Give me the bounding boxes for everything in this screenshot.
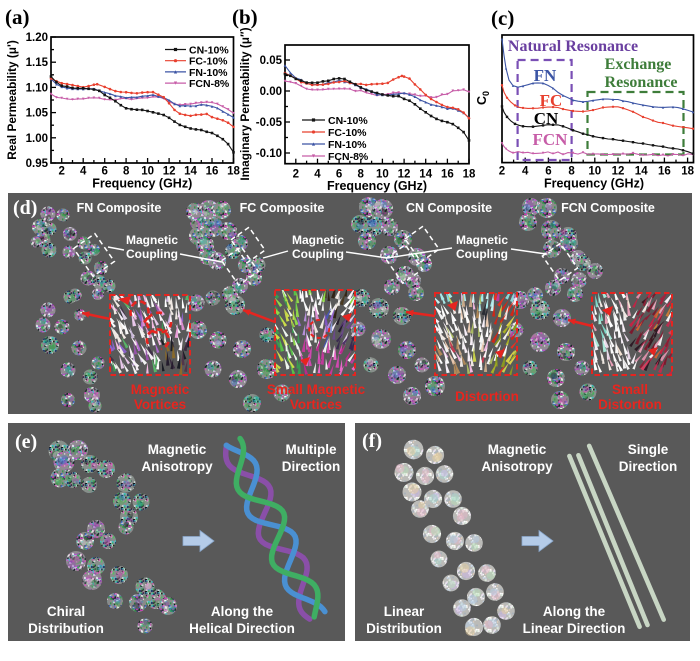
- svg-text:Coupling: Coupling: [292, 247, 344, 261]
- svg-text:Magnetic: Magnetic: [456, 233, 508, 247]
- svg-text:(f): (f): [362, 430, 382, 452]
- svg-text:Frequency (GHz): Frequency (GHz): [92, 177, 192, 191]
- svg-text:FCN-8%: FCN-8%: [189, 78, 230, 90]
- svg-text:CN-10%: CN-10%: [189, 45, 229, 57]
- svg-text:FN Composite: FN Composite: [77, 201, 162, 215]
- svg-text:FC Composite: FC Composite: [240, 201, 325, 215]
- svg-text:Along the: Along the: [543, 604, 606, 619]
- svg-text:1.10: 1.10: [26, 82, 48, 94]
- svg-text:Direction: Direction: [282, 459, 341, 474]
- svg-text:16: 16: [206, 166, 219, 178]
- svg-text:Distortion: Distortion: [598, 397, 662, 412]
- svg-text:FCN-8%: FCN-8%: [328, 151, 369, 163]
- svg-text:Chiral: Chiral: [47, 604, 85, 619]
- svg-text:FCN Composite: FCN Composite: [561, 201, 655, 215]
- svg-text:FN-10%: FN-10%: [189, 67, 228, 79]
- svg-text:(e): (e): [15, 431, 37, 453]
- svg-text:FC: FC: [540, 91, 563, 110]
- svg-text:Distortion: Distortion: [455, 389, 519, 404]
- svg-text:0.95: 0.95: [26, 158, 49, 170]
- svg-text:6: 6: [545, 166, 551, 178]
- svg-text:Single: Single: [628, 442, 669, 457]
- svg-text:6: 6: [101, 166, 107, 178]
- svg-text:Distribution: Distribution: [366, 621, 442, 636]
- svg-text:FN: FN: [534, 66, 557, 85]
- svg-text:12: 12: [163, 166, 176, 178]
- svg-text:Frequency (GHz): Frequency (GHz): [544, 177, 644, 191]
- svg-text:Magnetic: Magnetic: [131, 382, 190, 397]
- svg-text:(b): (b): [232, 5, 258, 29]
- svg-text:Multiple: Multiple: [286, 442, 337, 457]
- svg-text:-0.10: -0.10: [256, 148, 282, 160]
- svg-text:Direction: Direction: [619, 459, 678, 474]
- svg-text:FC-10%: FC-10%: [189, 56, 228, 68]
- svg-text:12: 12: [612, 166, 625, 178]
- svg-text:18: 18: [463, 169, 476, 181]
- svg-text:1.20: 1.20: [26, 32, 48, 44]
- svg-text:Small Magnetic: Small Magnetic: [267, 382, 366, 397]
- svg-text:CN-10%: CN-10%: [328, 115, 368, 127]
- svg-text:Resonance: Resonance: [605, 74, 678, 91]
- svg-text:FCN: FCN: [533, 130, 569, 149]
- svg-text:8: 8: [568, 166, 575, 178]
- svg-text:1.05: 1.05: [26, 108, 49, 120]
- svg-text:16: 16: [658, 166, 671, 178]
- svg-text:Linear Direction: Linear Direction: [523, 621, 626, 636]
- svg-text:Small: Small: [612, 382, 648, 397]
- svg-text:Distribution: Distribution: [28, 621, 104, 636]
- svg-text:Coupling: Coupling: [126, 247, 178, 261]
- svg-text:CN Composite: CN Composite: [406, 201, 492, 215]
- svg-text:(a): (a): [5, 5, 30, 29]
- svg-text:Magnetic: Magnetic: [126, 233, 178, 247]
- svg-text:Exchange: Exchange: [605, 56, 672, 73]
- svg-text:Magnetic: Magnetic: [148, 442, 207, 457]
- svg-text:CN: CN: [534, 109, 559, 128]
- svg-text:0.05: 0.05: [260, 55, 283, 67]
- svg-text:2: 2: [499, 166, 505, 178]
- svg-text:14: 14: [419, 169, 432, 181]
- svg-text:(d): (d): [13, 197, 37, 219]
- svg-text:2: 2: [59, 166, 65, 178]
- svg-text:10: 10: [588, 166, 601, 178]
- svg-text:Magnetic: Magnetic: [292, 233, 344, 247]
- svg-text:FN-10%: FN-10%: [328, 139, 367, 151]
- svg-text:4: 4: [314, 169, 321, 181]
- svg-text:(c): (c): [491, 6, 514, 30]
- svg-text:FC-10%: FC-10%: [328, 127, 367, 139]
- svg-text:14: 14: [184, 166, 197, 178]
- svg-text:12: 12: [398, 169, 411, 181]
- svg-text:4: 4: [80, 166, 87, 178]
- svg-text:8: 8: [358, 169, 365, 181]
- svg-text:Coupling: Coupling: [456, 247, 508, 261]
- svg-text:8: 8: [123, 166, 130, 178]
- svg-text:Anisotropy: Anisotropy: [141, 459, 213, 474]
- svg-text:Helical Direction: Helical Direction: [189, 621, 295, 636]
- svg-text:16: 16: [441, 169, 454, 181]
- svg-text:-0.05: -0.05: [256, 117, 283, 129]
- svg-text:4: 4: [522, 166, 529, 178]
- svg-text:14: 14: [635, 166, 648, 178]
- svg-text:1.00: 1.00: [26, 133, 48, 145]
- svg-text:6: 6: [336, 169, 342, 181]
- svg-text:Along the: Along the: [211, 604, 274, 619]
- svg-text:Vortices: Vortices: [134, 397, 186, 412]
- svg-text:18: 18: [681, 166, 694, 178]
- svg-text:Real Permeability (μ'): Real Permeability (μ'): [5, 40, 19, 160]
- svg-text:2: 2: [293, 169, 299, 181]
- svg-text:1.15: 1.15: [26, 57, 49, 69]
- svg-text:10: 10: [141, 166, 154, 178]
- svg-text:Frequency (GHz): Frequency (GHz): [327, 179, 427, 193]
- svg-text:Magnetic: Magnetic: [488, 442, 547, 457]
- svg-text:Imaginary Permeability (μ″): Imaginary Permeability (μ″): [238, 27, 252, 180]
- svg-text:Anisotropy: Anisotropy: [481, 459, 553, 474]
- svg-text:Linear: Linear: [384, 604, 425, 619]
- svg-text:Vortices: Vortices: [290, 397, 342, 412]
- svg-text:0.00: 0.00: [260, 86, 282, 98]
- svg-text:10: 10: [376, 169, 389, 181]
- svg-text:Natural Resonance: Natural Resonance: [508, 38, 638, 55]
- svg-text:18: 18: [227, 166, 240, 178]
